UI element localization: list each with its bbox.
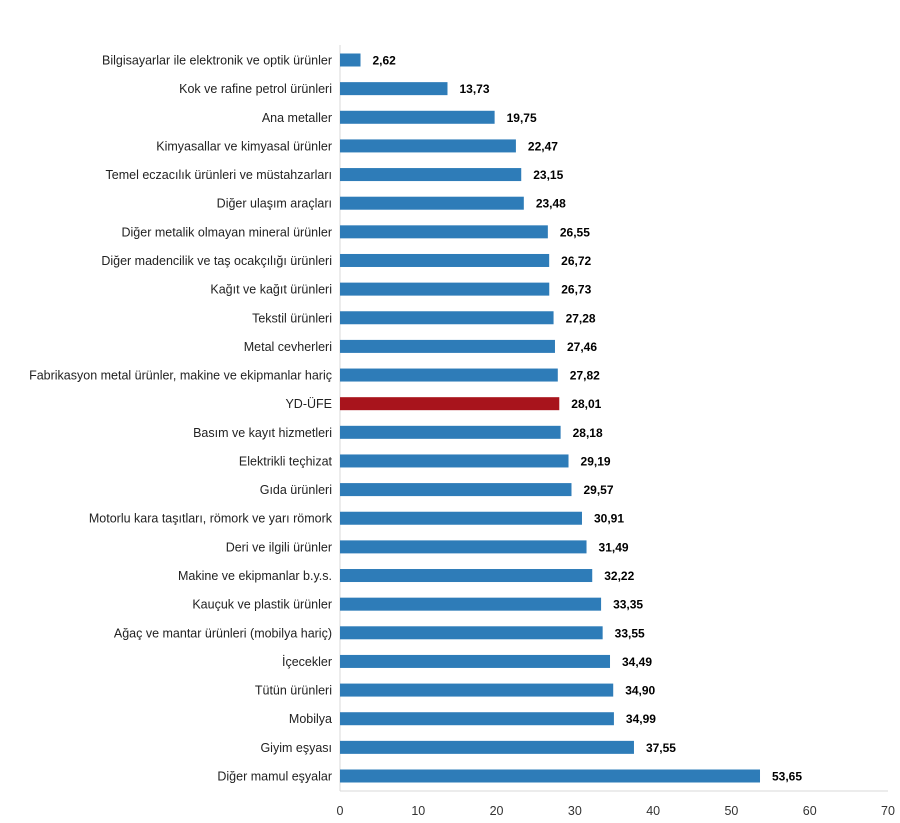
value-label: 31,49 (599, 540, 629, 554)
category-label: Diğer mamul eşyalar (217, 770, 332, 784)
category-label: Bilgisayarlar ile elektronik ve optik ür… (102, 54, 332, 68)
bar (340, 311, 554, 325)
category-label: Deri ve ilgili ürünler (226, 540, 332, 554)
value-label: 2,62 (373, 54, 397, 68)
category-label: İçecekler (282, 655, 332, 669)
value-label: 23,15 (533, 168, 563, 182)
value-label: 26,73 (561, 283, 591, 297)
category-label: Elektrikli teçhizat (239, 454, 333, 468)
value-label: 33,55 (615, 626, 645, 640)
value-label: 27,82 (570, 369, 600, 383)
value-label: 26,55 (560, 225, 590, 239)
bar (340, 82, 448, 96)
bar (340, 168, 522, 182)
x-tick-label: 40 (646, 804, 660, 818)
category-label: Tütün ürünleri (255, 684, 332, 698)
category-label: Kok ve rafine petrol ürünleri (179, 82, 332, 96)
bar (340, 511, 582, 525)
bar (340, 597, 602, 611)
bar (340, 769, 761, 783)
category-label: Makine ve ekipmanlar b.y.s. (178, 569, 332, 583)
value-label: 29,19 (581, 454, 611, 468)
value-label: 29,57 (583, 483, 613, 497)
category-label: Fabrikasyon metal ürünler, makine ve eki… (29, 369, 332, 383)
bar (340, 53, 361, 67)
value-label: 32,22 (604, 569, 634, 583)
bar (340, 654, 611, 668)
category-label: Mobilya (289, 712, 332, 726)
x-tick-label: 10 (411, 804, 425, 818)
bar (340, 196, 524, 210)
category-label: Kağıt ve kağıt ürünleri (210, 283, 332, 297)
value-label: 34,99 (626, 712, 656, 726)
bar (340, 282, 550, 296)
value-label: 53,65 (772, 770, 802, 784)
bar (340, 139, 516, 153)
category-label: Giyim eşyası (260, 741, 332, 755)
category-label: Temel eczacılık ürünleri ve müstahzarlar… (106, 168, 332, 182)
x-tick-label: 30 (568, 804, 582, 818)
value-label: 37,55 (646, 741, 676, 755)
category-label: Tekstil ürünleri (252, 311, 332, 325)
category-label: Diğer ulaşım araçları (217, 197, 332, 211)
category-label: Diğer metalik olmayan mineral ürünler (122, 225, 333, 239)
bar (340, 253, 550, 267)
x-tick-label: 70 (881, 804, 895, 818)
category-label: Ağaç ve mantar ürünleri (mobilya hariç) (114, 626, 332, 640)
bar (340, 540, 587, 554)
bar (340, 569, 593, 583)
x-tick-label: 20 (490, 804, 504, 818)
category-label: Kimyasallar ve kimyasal ürünler (156, 139, 332, 153)
category-label: Ana metaller (262, 111, 332, 125)
category-label: Motorlu kara taşıtları, römork ve yarı r… (89, 512, 333, 526)
x-tick-label: 0 (337, 804, 344, 818)
value-label: 23,48 (536, 197, 566, 211)
bar (340, 339, 555, 353)
bar (340, 368, 558, 382)
value-label: 30,91 (594, 512, 624, 526)
category-label: Basım ve kayıt hizmetleri (193, 426, 332, 440)
bar (340, 110, 495, 124)
value-label: 27,28 (566, 311, 596, 325)
value-label: 22,47 (528, 139, 558, 153)
x-tick-label: 50 (724, 804, 738, 818)
bar (340, 683, 614, 697)
x-tick-label: 60 (803, 804, 817, 818)
bar (340, 425, 561, 439)
bar (340, 225, 548, 239)
value-label: 26,72 (561, 254, 591, 268)
bar (340, 740, 634, 754)
category-label: Diğer madencilik ve taş ocakçılığı ürünl… (101, 254, 332, 268)
category-label: Metal cevherleri (244, 340, 332, 354)
value-label: 19,75 (507, 111, 537, 125)
value-label: 13,73 (459, 82, 489, 96)
value-label: 27,46 (567, 340, 597, 354)
value-label: 33,35 (613, 598, 643, 612)
value-label: 28,18 (573, 426, 603, 440)
category-label: Gıda ürünleri (260, 483, 332, 497)
bar (340, 483, 572, 497)
bar (340, 712, 614, 726)
category-label: YD-ÜFE (285, 397, 332, 411)
value-label: 34,90 (625, 684, 655, 698)
bar-highlight (340, 397, 560, 411)
value-label: 34,49 (622, 655, 652, 669)
category-label: Kauçuk ve plastik ürünler (192, 598, 332, 612)
bar (340, 626, 603, 640)
value-label: 28,01 (571, 397, 601, 411)
bar (340, 454, 569, 468)
